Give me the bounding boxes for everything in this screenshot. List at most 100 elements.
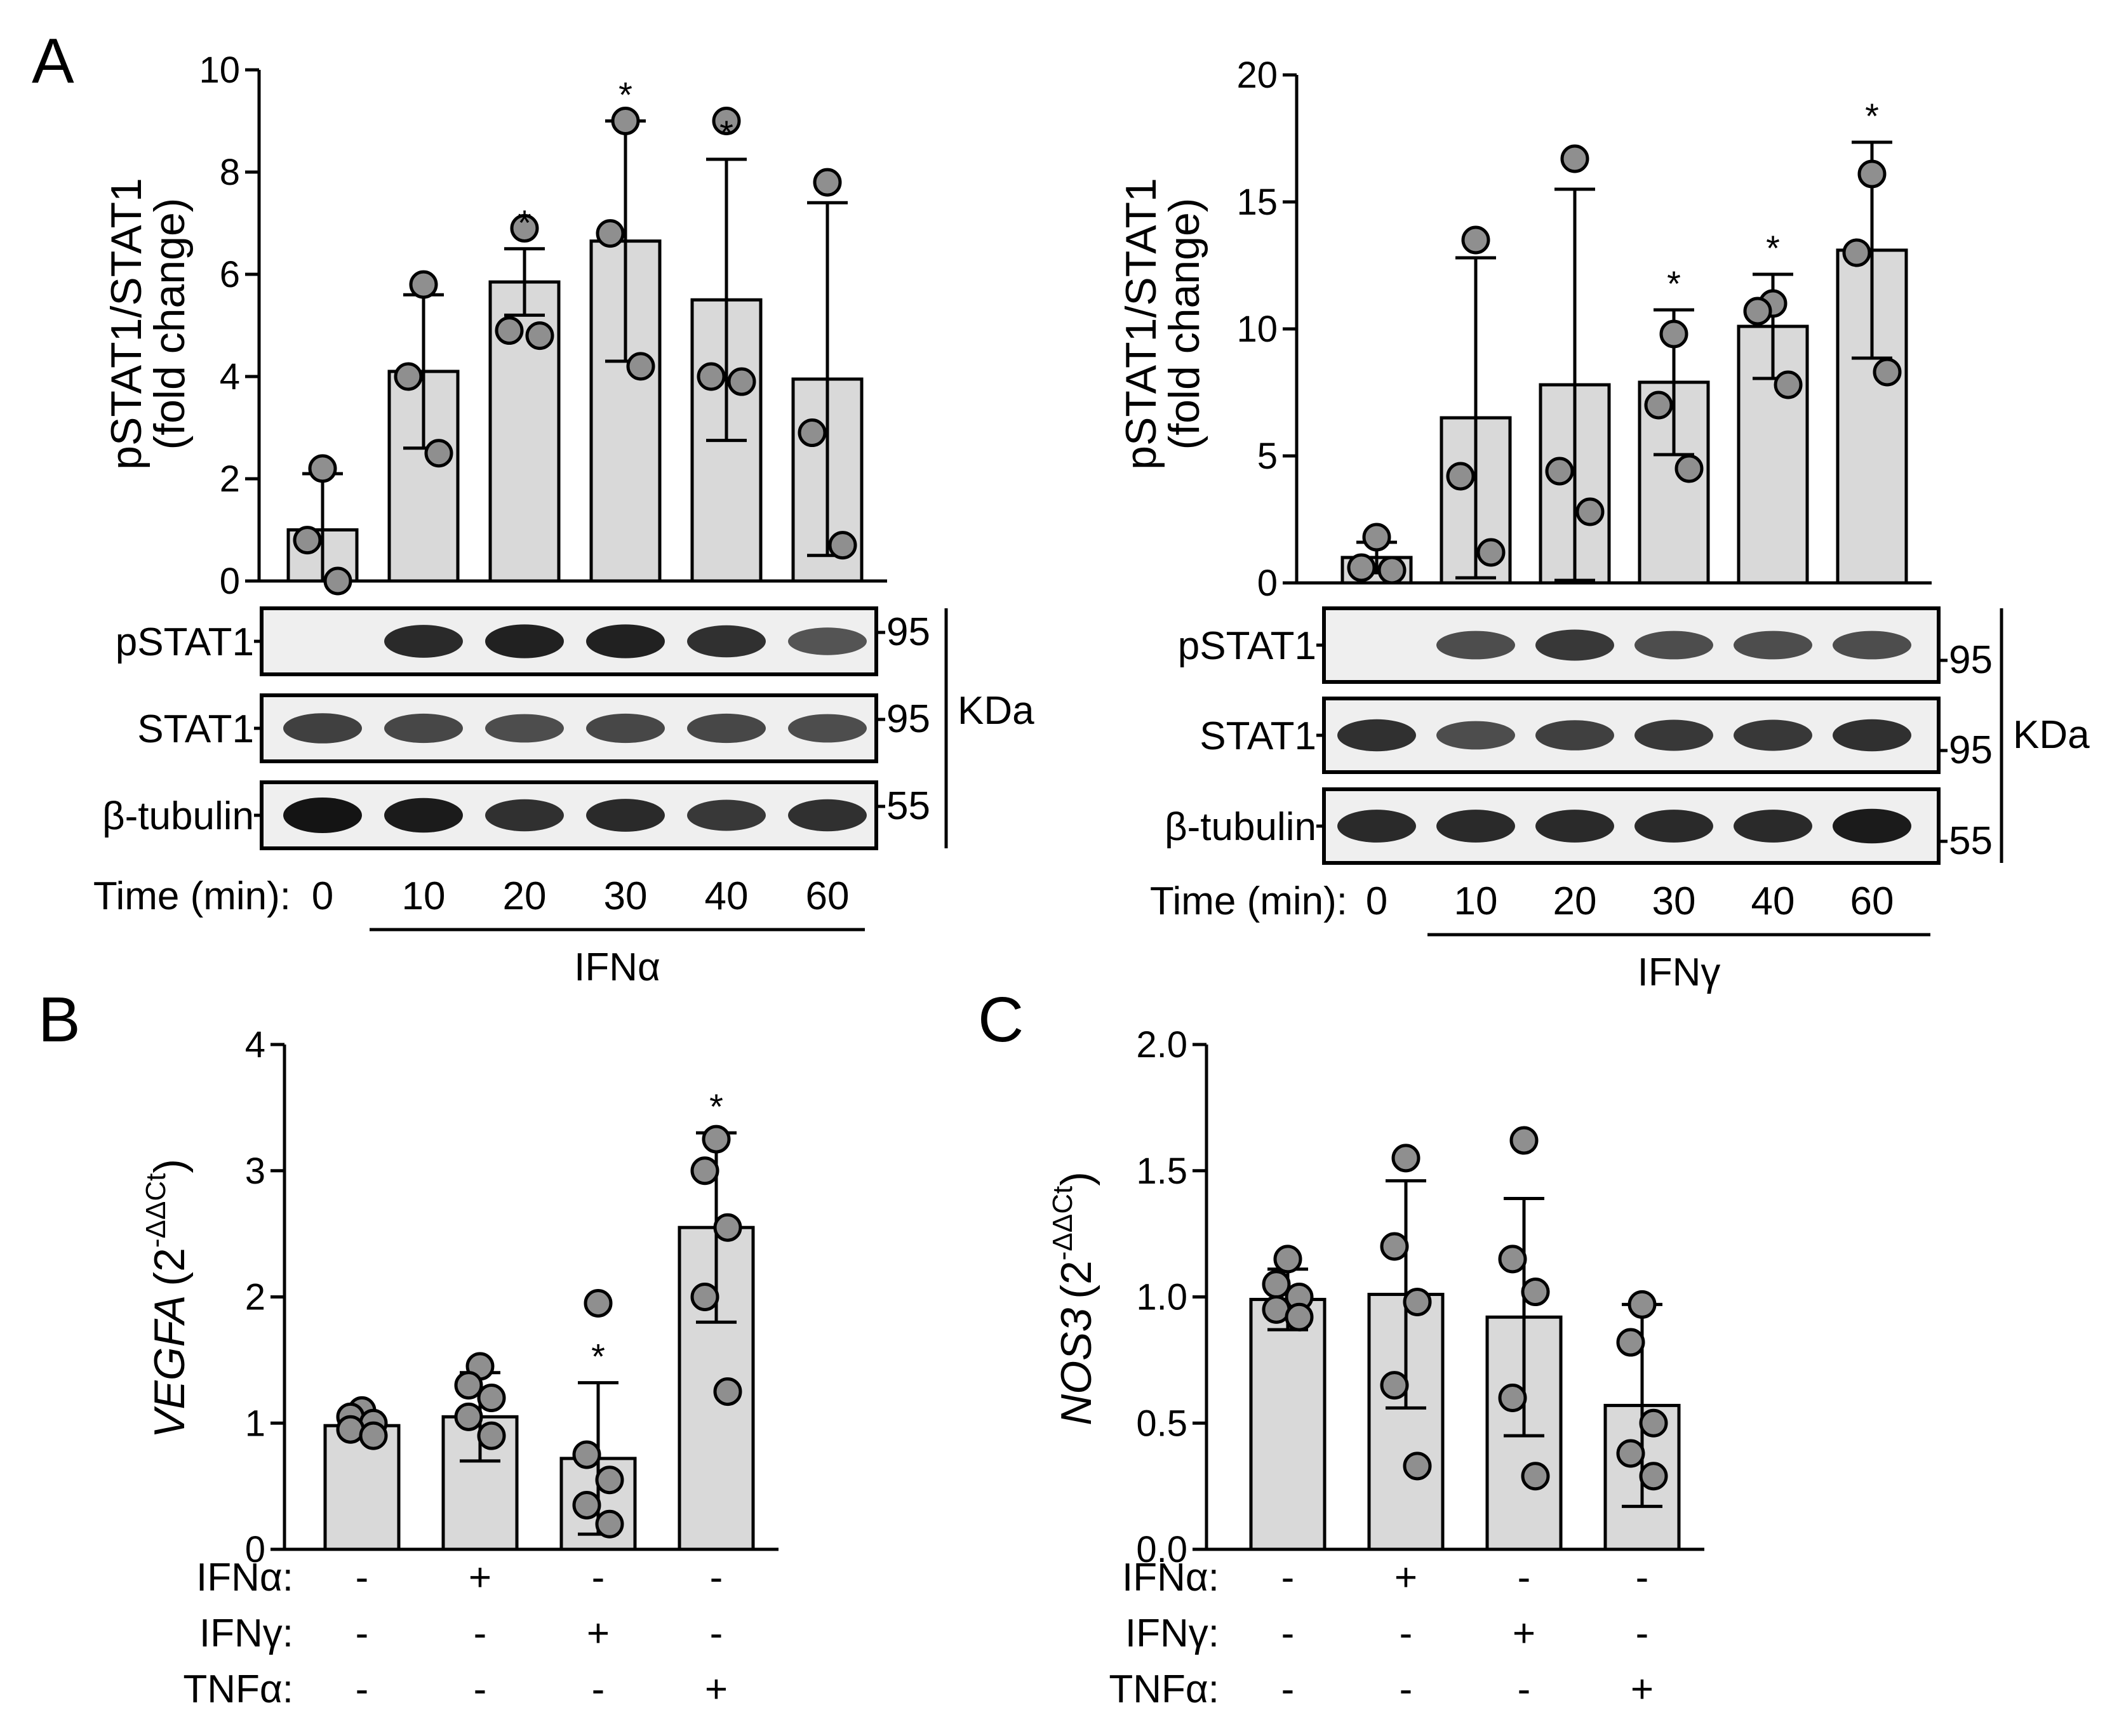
blot-band (1634, 810, 1713, 843)
time-value: 40 (705, 874, 749, 918)
data-point (712, 107, 741, 135)
data-point (1403, 1287, 1432, 1316)
data-point (409, 270, 438, 299)
y-axis-expr: (2 (145, 1248, 194, 1286)
time-value: 0 (312, 874, 333, 918)
panel-b-chart: B VEGFA (2-ΔΔCt) 0 1 2 3 4 * * IFNα: - + - - IFNγ: - - +… (38, 984, 779, 1711)
condition-label: IFNα: (1122, 1556, 1219, 1599)
y-tick-label: 8 (220, 152, 240, 193)
blot-band (384, 798, 463, 833)
blot-band (788, 714, 867, 743)
condition-sign: - (592, 1667, 605, 1711)
data-point (1674, 454, 1704, 483)
condition-sign: - (474, 1612, 487, 1655)
time-value: 0 (1366, 879, 1387, 923)
b-plot: 0 1 2 3 4 * * IFNα: - + - - IFNγ: - - + - TNFα: - - - + (183, 1024, 779, 1711)
data-point (572, 1440, 601, 1469)
condition-sign: - (474, 1667, 487, 1711)
condition-sign: - (356, 1612, 369, 1655)
data-point (1273, 1245, 1302, 1274)
y-tick-label: 0.5 (1136, 1403, 1187, 1444)
data-point (713, 1377, 742, 1406)
data-point (702, 1125, 731, 1154)
condition-sign: - (1281, 1667, 1295, 1711)
data-point (828, 531, 857, 560)
y-tick-label: 1.5 (1136, 1151, 1187, 1192)
blot-band (1833, 808, 1911, 844)
data-point (1743, 297, 1772, 326)
data-point (626, 352, 655, 381)
blot-band (485, 624, 564, 658)
data-point (359, 1421, 388, 1450)
data-point (1347, 553, 1376, 582)
a-right-plot: 0 5 10 15 20 * * * pSTAT1 95 STAT1 95 β-tubulin 55 KDa… (1150, 55, 2090, 994)
blot-band (1535, 810, 1614, 843)
blot-band (283, 798, 362, 833)
blot-band (1734, 810, 1812, 843)
blot-band (687, 713, 766, 744)
data-point (1545, 457, 1574, 486)
data-point (697, 362, 726, 391)
y-axis-title-line1: pSTAT1/STAT1 (102, 178, 150, 470)
data-point (595, 1466, 624, 1495)
time-label: Time (min): (93, 874, 291, 918)
y-axis-title-line2: (fold change) (1160, 198, 1208, 450)
condition-sign: - (592, 1556, 605, 1599)
time-value: 60 (806, 874, 850, 918)
significance-star: * (618, 75, 632, 115)
data-point (394, 362, 423, 391)
blot-band (283, 713, 362, 744)
data-point (1616, 1439, 1645, 1468)
data-point (1774, 370, 1803, 399)
treatment-label: IFNγ (1638, 951, 1721, 994)
data-point (1285, 1302, 1314, 1332)
blot-band (687, 799, 766, 831)
bar (323, 1424, 401, 1551)
blot-band (586, 624, 665, 658)
data-point (727, 367, 756, 396)
y-axis-sup: -ΔΔCt (140, 1173, 171, 1248)
y-axis-title: VEGFA (2-ΔΔCt) (140, 1159, 194, 1438)
data-point (1262, 1270, 1291, 1299)
condition-sign: - (710, 1612, 723, 1655)
blot-row-label: pSTAT1 (116, 620, 254, 664)
significance-star: * (591, 1337, 605, 1377)
y-axis-title-line1: pSTAT1/STAT1 (1117, 178, 1165, 470)
treatment-label: IFNα (574, 945, 660, 989)
data-point (1362, 523, 1391, 552)
data-point (323, 566, 352, 596)
y-axis-gene: NOS3 (1052, 1308, 1100, 1426)
y-tick-label: 4 (245, 1024, 265, 1065)
data-point (1377, 556, 1407, 585)
blot-row-label: β-tubulin (1165, 805, 1316, 849)
blot-band (1436, 810, 1515, 843)
data-point (611, 107, 640, 135)
panel-letter-b: B (38, 984, 81, 1055)
blot-band (1634, 631, 1713, 660)
blot-band (1734, 719, 1812, 751)
y-tick-label: 0.0 (1136, 1529, 1187, 1570)
data-point (690, 1283, 719, 1311)
data-point (454, 1402, 483, 1431)
blot-band (788, 799, 867, 832)
blot-row-label: pSTAT1 (1178, 624, 1316, 668)
condition-sign: - (1518, 1667, 1531, 1711)
data-point (1391, 1144, 1420, 1173)
blot-band (586, 713, 665, 744)
y-tick-label: 0 (245, 1529, 265, 1570)
data-point (1644, 391, 1673, 420)
data-point (1857, 159, 1887, 189)
panel-letter-c: C (978, 984, 1024, 1055)
kda-marker: 95 (1949, 728, 1993, 772)
blot-band (1535, 720, 1614, 751)
condition-label: IFNα: (196, 1556, 293, 1599)
y-axis-gene: VEGFA (145, 1295, 194, 1438)
time-label: Time (min): (1150, 879, 1347, 923)
panel-c-chart: C NOS3 (2-ΔΔCt) 0.0 0.5 1.0 1.5 2.0 IFNα: - + - - I… (978, 984, 1704, 1711)
y-tick-label: 2 (245, 1277, 265, 1318)
data-point (1509, 1126, 1539, 1155)
time-value: 10 (1454, 879, 1498, 923)
significance-star: * (518, 203, 531, 243)
blot-band (1436, 631, 1515, 660)
condition-sign: + (705, 1667, 728, 1711)
